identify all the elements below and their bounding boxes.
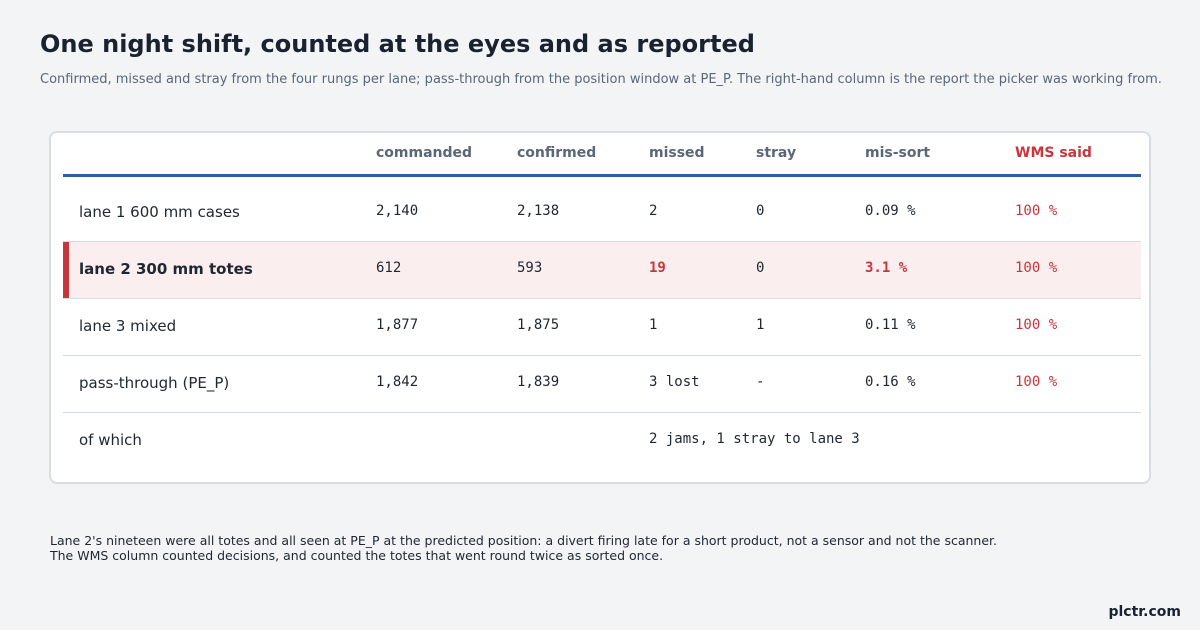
cell-wms-said: 100 % [1015,317,1058,333]
table-row-lane-3: lane 3 mixed 1,877 1,875 1 1 0.11 % 100 … [63,299,1141,356]
table-row-lane-1: lane 1 600 mm cases 2,140 2,138 2 0 0.09… [63,185,1141,242]
table-row-lane-2: lane 2 300 mm totes 612 593 19 0 3.1 % 1… [63,242,1141,299]
row-label: lane 2 300 mm totes [79,260,253,278]
header-wms-said: WMS said [1015,145,1092,161]
cell-commanded: 1,842 [376,374,419,390]
header-stray: stray [756,145,797,161]
brand-logo: plctr.com [1108,604,1181,620]
cell-missed: 1 [649,317,658,333]
header-missed: missed [649,145,705,161]
cell-stray: 1 [756,317,765,333]
cell-stray: - [756,374,765,390]
cell-confirmed: 1,839 [517,374,560,390]
highlight-bar [63,242,69,298]
row-label: lane 3 mixed [79,317,177,335]
header-confirmed: confirmed [517,145,597,161]
cell-missed: 19 [649,260,666,276]
cell-confirmed: 2,138 [517,203,560,219]
row-label: of which [79,431,142,449]
row-label: pass-through (PE_P) [79,374,230,392]
cell-confirmed: 1,875 [517,317,560,333]
cell-stray: 0 [756,203,765,219]
of-which-detail: 2 jams, 1 stray to lane 3 [649,431,860,447]
cell-commanded: 2,140 [376,203,419,219]
cell-wms-said: 100 % [1015,374,1058,390]
page-title: One night shift, counted at the eyes and… [40,30,755,58]
cell-missort: 0.09 % [865,203,916,219]
cell-commanded: 612 [376,260,402,276]
cell-missed: 3 lost [649,374,700,390]
page-subtitle: Confirmed, missed and stray from the fou… [40,72,1162,87]
header-commanded: commanded [376,145,473,161]
cell-commanded: 1,877 [376,317,419,333]
cell-wms-said: 100 % [1015,260,1058,276]
cell-wms-said: 100 % [1015,203,1058,219]
cell-confirmed: 593 [517,260,543,276]
row-label: lane 1 600 mm cases [79,203,240,221]
footnote-line-1: Lane 2's nineteen were all totes and all… [50,533,998,548]
cell-missort: 3.1 % [865,260,908,276]
cell-missort: 0.11 % [865,317,916,333]
cell-missort: 0.16 % [865,374,916,390]
cell-missed: 2 [649,203,658,219]
table-row-pass-through: pass-through (PE_P) 1,842 1,839 3 lost -… [63,356,1141,413]
footnote-line-2: The WMS column counted decisions, and co… [50,548,664,563]
results-table-card: commanded confirmed missed stray mis-sor… [49,131,1151,484]
footnote: Lane 2's nineteen were all totes and all… [50,533,997,563]
table-header-row: commanded confirmed missed stray mis-sor… [63,143,1141,177]
cell-stray: 0 [756,260,765,276]
table-row-of-which: of which 2 jams, 1 stray to lane 3 [63,413,1141,470]
header-missort: mis-sort [865,145,931,161]
